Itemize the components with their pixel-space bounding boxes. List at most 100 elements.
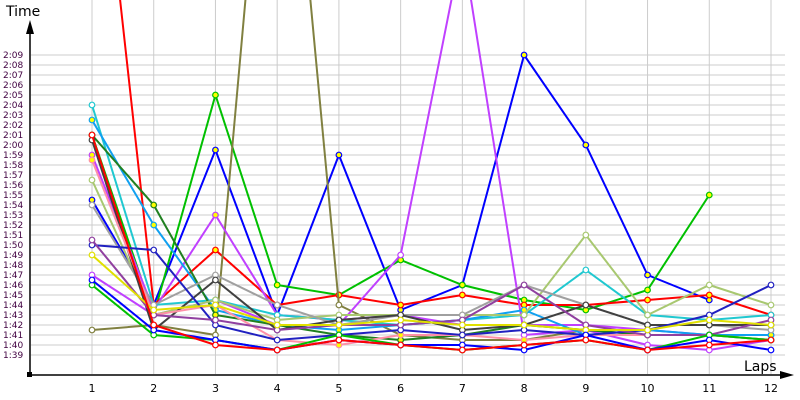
origin-marker (27, 372, 32, 377)
data-point (582, 266, 590, 274)
data-point (767, 301, 775, 309)
data-point (88, 116, 96, 124)
y-tick-label: 1:52 (3, 221, 23, 231)
data-point (644, 326, 651, 334)
data-point (88, 176, 96, 184)
y-tick-label: 2:01 (3, 131, 23, 141)
series-lines (88, 0, 775, 354)
series-line (91, 204, 772, 331)
series-line (119, 0, 772, 316)
data-point (644, 286, 651, 294)
x-tick-label: 7 (459, 382, 466, 395)
data-point (212, 316, 219, 324)
data-point (644, 271, 651, 279)
data-point (150, 221, 158, 229)
data-point (150, 321, 158, 329)
x-axis-arrow (780, 371, 794, 379)
data-point (212, 211, 219, 219)
y-tick-label: 1:49 (3, 251, 23, 261)
data-point (644, 296, 651, 304)
data-point (88, 131, 96, 139)
y-tick-label: 1:47 (3, 271, 23, 281)
x-tick-label: 3 (212, 382, 219, 395)
data-point (335, 336, 343, 344)
data-point (705, 191, 713, 199)
y-tick-label: 2:08 (3, 61, 23, 71)
series-18 (88, 131, 775, 354)
data-point (458, 331, 466, 339)
data-point (88, 236, 96, 244)
y-tick-label: 1:55 (3, 191, 23, 201)
y-tick-label: 2:09 (3, 51, 23, 61)
y-tick-label: 2:00 (3, 141, 23, 151)
data-point (335, 301, 343, 309)
series-line (91, 254, 772, 331)
data-point (458, 291, 466, 299)
data-point (520, 321, 528, 329)
data-point (273, 336, 281, 344)
x-tick-label: 1 (89, 382, 96, 395)
series-2 (119, 0, 775, 319)
series-3 (88, 0, 775, 344)
series-8 (88, 131, 775, 344)
data-point (150, 201, 158, 209)
y-axis-label: Time (5, 4, 40, 20)
data-point (520, 341, 528, 349)
x-tick-labels: 1 2 3 4 5 6 7 8 9 10 11 12 (89, 382, 779, 395)
y-tick-label: 2:03 (3, 111, 23, 121)
y-tick-label: 1:40 (3, 341, 23, 351)
data-point (767, 321, 775, 329)
data-point (335, 321, 343, 329)
data-point (88, 276, 96, 284)
data-point (520, 281, 528, 289)
data-point (582, 231, 590, 239)
data-point (582, 141, 590, 149)
x-tick-label: 8 (521, 382, 528, 395)
y-tick-label: 2:04 (3, 101, 23, 111)
data-point (644, 311, 651, 319)
data-point (212, 91, 219, 99)
data-point (767, 281, 775, 289)
axes (26, 20, 794, 379)
data-point (150, 246, 158, 254)
y-tick-label: 1:51 (3, 231, 23, 241)
data-point (273, 321, 281, 329)
x-tick-label: 12 (764, 382, 778, 395)
data-point (212, 341, 219, 349)
y-tick-label: 1:59 (3, 151, 23, 161)
data-point (88, 251, 96, 259)
y-tick-label: 1:53 (3, 211, 23, 221)
data-point (644, 346, 651, 354)
y-tick-label: 1:54 (3, 201, 23, 211)
x-tick-label: 4 (274, 382, 281, 395)
y-tick-labels: 1:391:401:411:421:431:441:451:461:471:48… (3, 51, 23, 361)
data-point (397, 301, 405, 309)
data-point (273, 346, 281, 354)
data-point (273, 301, 281, 309)
y-tick-label: 2:07 (3, 71, 23, 81)
data-point (273, 281, 281, 289)
data-point (705, 316, 713, 324)
y-tick-label: 1:46 (3, 281, 23, 291)
x-tick-label: 5 (335, 382, 342, 395)
data-point (705, 291, 713, 299)
x-tick-label: 9 (582, 382, 589, 395)
data-point (458, 281, 466, 289)
x-tick-label: 2 (150, 382, 157, 395)
series-10 (88, 201, 775, 334)
x-tick-label: 11 (702, 382, 716, 395)
data-point (705, 341, 713, 349)
x-tick-label: 10 (641, 382, 655, 395)
y-tick-label: 1:45 (3, 291, 23, 301)
data-point (397, 341, 405, 349)
data-point (150, 306, 158, 314)
series-line (91, 134, 772, 352)
y-tick-label: 1:42 (3, 321, 23, 331)
y-tick-label: 1:57 (3, 171, 23, 181)
y-tick-label: 2:06 (3, 81, 23, 91)
data-point (767, 346, 775, 354)
data-point (88, 326, 96, 334)
y-tick-label: 1:50 (3, 241, 23, 251)
data-point (582, 336, 590, 344)
